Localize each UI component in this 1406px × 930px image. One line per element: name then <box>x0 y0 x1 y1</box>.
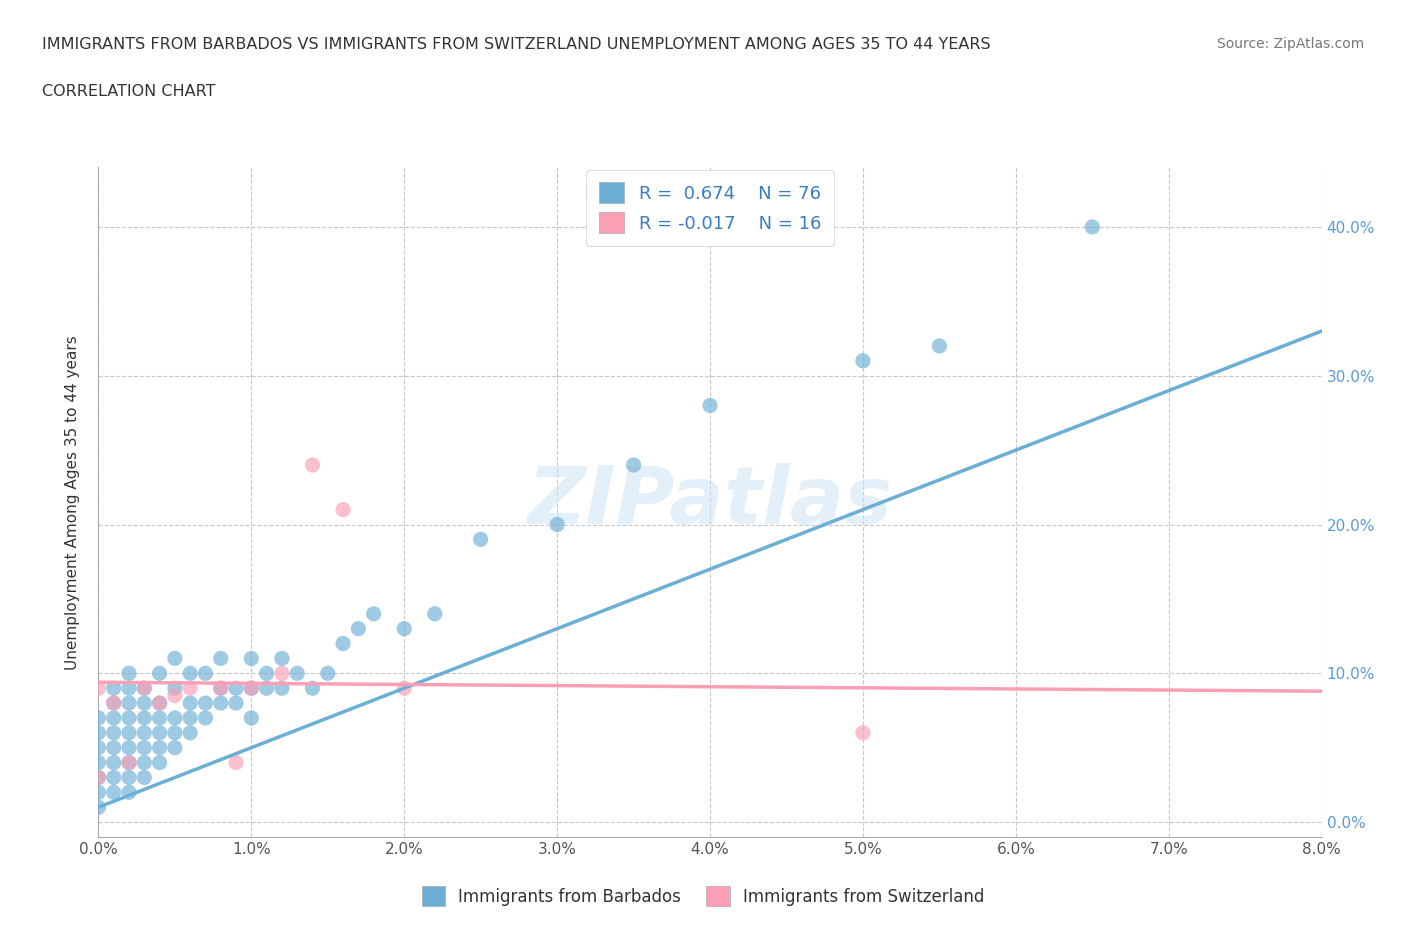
Point <box>118 711 141 725</box>
Point <box>225 681 247 696</box>
Point <box>118 666 141 681</box>
Point <box>149 666 172 681</box>
Point <box>87 755 110 770</box>
Point <box>392 681 416 696</box>
Point <box>149 755 172 770</box>
Point <box>87 785 110 800</box>
Point <box>363 606 385 621</box>
Y-axis label: Unemployment Among Ages 35 to 44 years: Unemployment Among Ages 35 to 44 years <box>65 335 80 670</box>
Point <box>118 755 141 770</box>
Text: ZIPatlas: ZIPatlas <box>527 463 893 541</box>
Point <box>87 770 110 785</box>
Point <box>852 725 875 740</box>
Point <box>103 785 125 800</box>
Point <box>240 711 263 725</box>
Point <box>149 696 172 711</box>
Point <box>194 666 217 681</box>
Point <box>852 353 875 368</box>
Point <box>285 666 308 681</box>
Point <box>163 688 186 703</box>
Point <box>225 696 247 711</box>
Text: CORRELATION CHART: CORRELATION CHART <box>42 84 215 99</box>
Point <box>87 711 110 725</box>
Point <box>87 770 110 785</box>
Point <box>118 740 141 755</box>
Point <box>149 696 172 711</box>
Point <box>134 711 156 725</box>
Point <box>392 621 416 636</box>
Legend: R =  0.674    N = 76, R = -0.017    N = 16: R = 0.674 N = 76, R = -0.017 N = 16 <box>586 170 834 246</box>
Point <box>179 696 201 711</box>
Point <box>103 681 125 696</box>
Point <box>87 800 110 815</box>
Point <box>546 517 568 532</box>
Point <box>301 681 323 696</box>
Point <box>118 681 141 696</box>
Point <box>301 458 323 472</box>
Point <box>103 696 125 711</box>
Point <box>699 398 721 413</box>
Point <box>134 725 156 740</box>
Point <box>270 666 294 681</box>
Point <box>928 339 950 353</box>
Point <box>134 755 156 770</box>
Point <box>194 711 217 725</box>
Point <box>623 458 645 472</box>
Point <box>179 725 201 740</box>
Point <box>209 696 232 711</box>
Point <box>194 696 217 711</box>
Legend: Immigrants from Barbados, Immigrants from Switzerland: Immigrants from Barbados, Immigrants fro… <box>415 880 991 912</box>
Point <box>347 621 370 636</box>
Point <box>163 651 186 666</box>
Point <box>270 681 294 696</box>
Point <box>118 696 141 711</box>
Point <box>209 681 232 696</box>
Point <box>103 755 125 770</box>
Point <box>163 711 186 725</box>
Point <box>423 606 446 621</box>
Point <box>134 681 156 696</box>
Point <box>209 681 232 696</box>
Point <box>118 770 141 785</box>
Point <box>87 725 110 740</box>
Point <box>103 711 125 725</box>
Point <box>118 755 141 770</box>
Point <box>103 740 125 755</box>
Point <box>240 651 263 666</box>
Point <box>240 681 263 696</box>
Point <box>270 651 294 666</box>
Point <box>179 681 201 696</box>
Point <box>134 770 156 785</box>
Point <box>118 725 141 740</box>
Point <box>470 532 492 547</box>
Point <box>316 666 339 681</box>
Point <box>225 755 247 770</box>
Point <box>1081 219 1104 234</box>
Point <box>256 666 278 681</box>
Point <box>134 681 156 696</box>
Point <box>149 725 172 740</box>
Point <box>149 740 172 755</box>
Point <box>179 666 201 681</box>
Point <box>118 785 141 800</box>
Point <box>163 725 186 740</box>
Point <box>163 740 186 755</box>
Point <box>163 681 186 696</box>
Point <box>256 681 278 696</box>
Point <box>240 681 263 696</box>
Point <box>87 681 110 696</box>
Text: Source: ZipAtlas.com: Source: ZipAtlas.com <box>1216 37 1364 51</box>
Point <box>332 636 354 651</box>
Point <box>179 711 201 725</box>
Point <box>149 711 172 725</box>
Point <box>103 696 125 711</box>
Point <box>103 725 125 740</box>
Point <box>87 740 110 755</box>
Point <box>209 651 232 666</box>
Point <box>134 696 156 711</box>
Point <box>103 770 125 785</box>
Point <box>134 740 156 755</box>
Point <box>332 502 354 517</box>
Text: IMMIGRANTS FROM BARBADOS VS IMMIGRANTS FROM SWITZERLAND UNEMPLOYMENT AMONG AGES : IMMIGRANTS FROM BARBADOS VS IMMIGRANTS F… <box>42 37 991 52</box>
